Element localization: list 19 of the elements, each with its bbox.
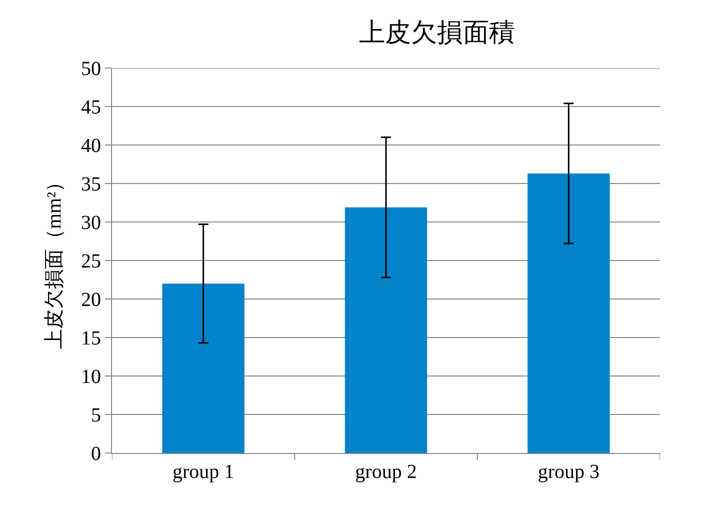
y-tick-label: 15: [81, 328, 101, 350]
y-tick-label: 40: [81, 135, 101, 157]
y-tick-label: 35: [81, 174, 101, 196]
bar: [528, 173, 610, 453]
y-tick-label: 10: [81, 366, 101, 388]
y-tick-label: 45: [81, 96, 101, 118]
bar: [162, 284, 244, 453]
chart-title: 上皮欠損面積: [359, 18, 516, 47]
y-tick-label: 50: [81, 58, 101, 80]
y-tick-label: 30: [81, 212, 101, 234]
y-tick-label: 20: [81, 289, 101, 311]
y-tick-label: 0: [91, 443, 101, 465]
x-tick-label: group 3: [538, 461, 600, 483]
y-axis-title: 上皮欠損面（mm²）: [44, 172, 66, 350]
x-tick-label: group 1: [172, 461, 234, 483]
y-tick-label: 25: [81, 250, 101, 272]
bar: [344, 207, 428, 453]
x-tick-label: group 2: [355, 461, 417, 483]
y-tick-label: 5: [91, 404, 101, 426]
